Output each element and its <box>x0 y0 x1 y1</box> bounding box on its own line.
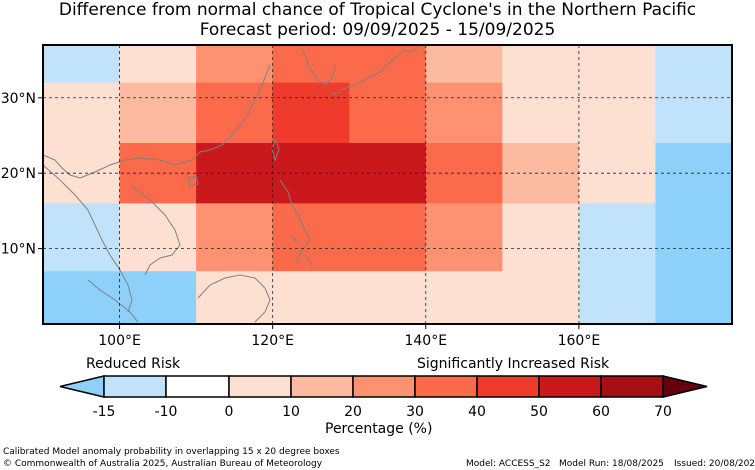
colorbar-arrow-high <box>662 375 708 398</box>
grid-cell <box>502 45 580 84</box>
map-frame <box>42 44 733 325</box>
grid-cell <box>578 271 656 325</box>
colorbar-tick-label: 20 <box>344 404 362 420</box>
grid-cell <box>349 203 427 272</box>
colorbar-arrow-low <box>59 375 105 398</box>
colorbar-segment <box>165 375 230 398</box>
lon-tick-label: 140°E <box>404 333 447 349</box>
colorbar-segment <box>476 375 540 398</box>
grid-cell <box>196 271 274 325</box>
lat-tick-label: 20°N <box>1 166 36 182</box>
grid-cell <box>349 271 427 325</box>
grid-cell <box>425 45 503 84</box>
grid-cell <box>43 203 121 272</box>
colorbar-tick-label: 60 <box>592 404 610 420</box>
grid-cell <box>425 271 503 325</box>
grid-cell <box>655 82 733 144</box>
lon-tick-label: 160°E <box>558 333 601 349</box>
increased-risk-label: Significantly Increased Risk <box>417 356 610 372</box>
colorbar-tick-label: 70 <box>654 404 672 420</box>
colorbar-tick-label: 0 <box>225 404 234 420</box>
lon-tick-label: 120°E <box>251 333 294 349</box>
lat-tick-label: 10°N <box>1 242 36 258</box>
grid-cell <box>502 82 580 144</box>
footer-copyright: © Commonwealth of Australia 2025, Austra… <box>3 459 323 469</box>
grid-cell <box>272 271 350 325</box>
coast-taiwan <box>271 138 280 162</box>
footer-model: Model: ACCESS_S2 <box>466 459 551 469</box>
coast-borneo <box>197 274 271 323</box>
grid-cell <box>272 203 350 272</box>
grid-cell <box>196 45 274 84</box>
colorbar-tick-label: 40 <box>468 404 486 420</box>
grid-cell <box>655 45 733 84</box>
colorbar-tick-label: 50 <box>530 404 548 420</box>
colorbar-segment <box>600 375 664 398</box>
colorbar-tick-label: -10 <box>155 404 178 420</box>
footer-model-run: Model Run: 18/08/2025 <box>559 459 664 469</box>
grid-cell <box>196 203 274 272</box>
axis-ticks <box>38 97 580 329</box>
grid-cell <box>502 271 580 325</box>
axis-labels: 100°E 120°E 140°E 160°E 30°N 20°N 10°N <box>1 91 600 349</box>
lon-tick-label: 100°E <box>98 333 141 349</box>
map-title: Difference from normal chance of Tropica… <box>58 0 697 20</box>
colorbar: -15 -10 0 10 20 30 40 50 60 70 <box>59 375 708 420</box>
colorbar-segment <box>290 375 354 398</box>
coast-indochina <box>42 164 181 313</box>
forecast-period: Forecast period: 09/09/2025 - 15/09/2025 <box>199 20 556 40</box>
grid-cell <box>272 82 350 144</box>
lat-tick-label: 30°N <box>1 91 36 107</box>
coast-hainan <box>187 175 199 187</box>
grid-cell <box>272 45 350 84</box>
grid-cell <box>119 45 197 84</box>
colorbar-xlabel: Percentage (%) <box>325 421 433 437</box>
coast-china <box>42 64 271 179</box>
grid-cell <box>655 271 733 325</box>
colorbar-tick-label: 10 <box>282 404 300 420</box>
grid-cell <box>119 203 197 272</box>
colorbar-segment <box>414 375 478 398</box>
reduced-risk-label: Reduced Risk <box>86 356 181 372</box>
colorbar-tick-label: -15 <box>93 404 116 420</box>
grid-cell <box>196 82 274 144</box>
grid-cell <box>655 203 733 272</box>
anomaly-grid <box>43 45 733 325</box>
graticule <box>43 45 732 324</box>
colorbar-segment <box>228 375 292 398</box>
footer-issued: Issued: 20/08/2025 <box>674 459 755 469</box>
grid-cell <box>119 82 197 144</box>
grid-cell <box>578 203 656 272</box>
colorbar-segment <box>352 375 416 398</box>
grid-cell <box>43 271 121 325</box>
grid-cell <box>349 82 427 144</box>
colorbar-segment <box>103 375 167 398</box>
footer-caption: Calibrated Model anomaly probability in … <box>3 447 340 457</box>
coast-sumatra <box>87 279 139 323</box>
coast-japan <box>329 46 419 96</box>
coast-korea <box>299 44 337 86</box>
grid-cell <box>43 82 121 144</box>
grid-cell <box>502 203 580 272</box>
grid-cell <box>43 45 121 84</box>
grid-cell <box>578 82 656 144</box>
grid-cell <box>425 203 503 272</box>
coastlines <box>42 44 419 323</box>
grid-cell <box>578 45 656 84</box>
grid-cell <box>425 82 503 144</box>
colorbar-segment <box>538 375 602 398</box>
colorbar-tick-label: 30 <box>406 404 424 420</box>
